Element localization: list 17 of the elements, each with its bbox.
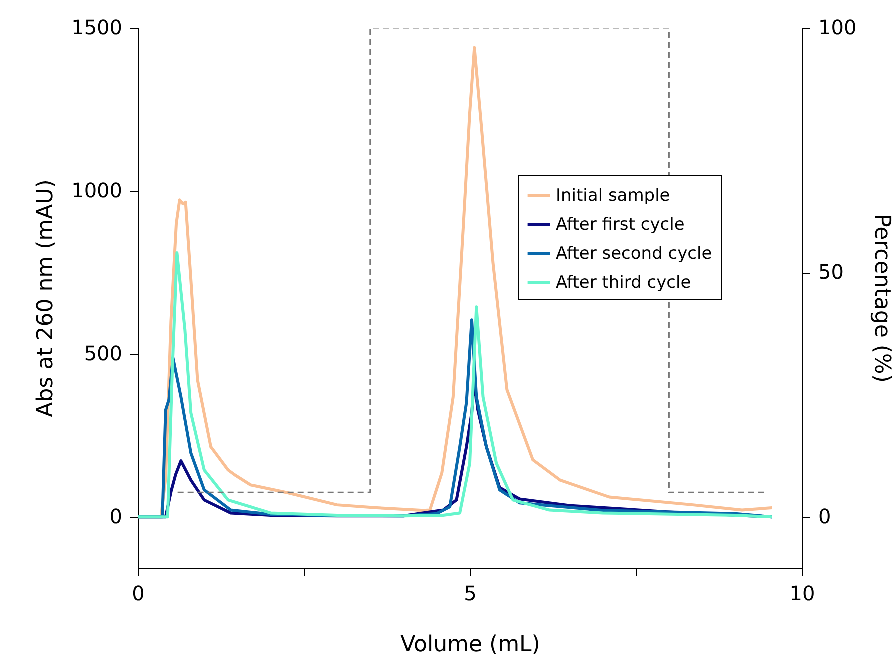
legend-label: Initial sample	[556, 186, 670, 206]
legend-label: After third cycle	[556, 273, 692, 293]
y-tick-label: 1500	[72, 16, 122, 40]
y-axis-title: Abs at 260 nm (mAU)	[34, 180, 59, 418]
legend-label: After second cycle	[556, 244, 712, 264]
y-tick-label: 500	[84, 342, 122, 366]
y-tick-label: 1000	[72, 178, 122, 203]
x-tick-label: 5	[464, 582, 477, 606]
x-tick-label: 0	[132, 582, 145, 606]
y2-axis-title: Percentage (%)	[870, 214, 895, 383]
y2-tick-label: 50	[818, 260, 844, 284]
y2-tick-label: 0	[818, 504, 832, 529]
x-tick-label: 10	[790, 582, 816, 606]
x-axis-title: Volume (mL)	[400, 632, 540, 658]
legend-label: After first cycle	[556, 215, 685, 235]
y2-tick-label: 100	[818, 16, 857, 40]
y-tick-label: 0	[110, 504, 122, 529]
